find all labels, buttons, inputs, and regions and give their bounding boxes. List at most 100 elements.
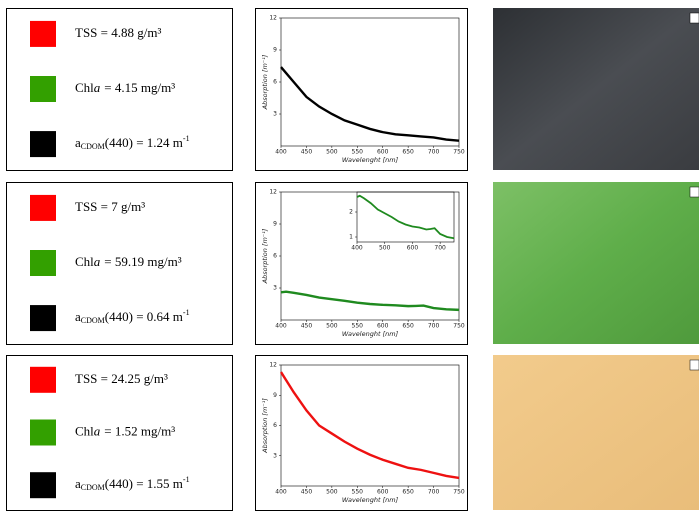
x-tick-label: 600: [377, 149, 389, 156]
cdom-name: a: [75, 309, 81, 324]
cdom-sub: CDOM: [81, 142, 105, 151]
chl-italic: a: [94, 254, 101, 269]
cdom-sub: CDOM: [81, 316, 105, 325]
y-tick-label: 12: [269, 189, 277, 196]
chl-label: Chla = 4.15 mg/m³: [75, 80, 175, 95]
x-tick-label: 500: [326, 489, 338, 496]
legend-swatch: [30, 20, 56, 47]
cdom-name: a: [75, 476, 81, 491]
cdom-sup: -1: [183, 134, 190, 143]
chl-label: Chla = 59.19 mg/m³: [75, 254, 182, 269]
chl-italic: a: [94, 423, 101, 438]
x-tick-label: 400: [275, 489, 287, 496]
x-axis-label: Wavelenght [nm]: [342, 330, 399, 338]
spectrum-line: [280, 290, 460, 312]
x-tick-label: 400: [275, 323, 287, 330]
photo-tag: [689, 12, 699, 24]
x-tick-label: 700: [428, 323, 440, 330]
x-tick-label: 500: [379, 245, 391, 252]
legend-swatch: [30, 76, 56, 102]
photo-tag: [689, 359, 699, 371]
cdom-label: aCDOM(440) = 1.24 m-1: [75, 134, 190, 151]
legend-swatch: [30, 194, 56, 221]
spectrum-line: [279, 371, 460, 480]
spectrum-line: [280, 66, 460, 142]
y-tick-label: 6: [273, 79, 277, 86]
cdom-value: (440) = 1.24 m: [105, 135, 183, 150]
y-tick-label: 6: [273, 422, 277, 429]
legend-swatch: [30, 131, 56, 158]
y-tick-label: 1: [349, 234, 353, 241]
cdom-value: (440) = 0.64 m: [105, 309, 183, 324]
photo-tag: [689, 186, 699, 198]
x-tick-label: 650: [402, 323, 414, 330]
water-photo: [493, 355, 699, 510]
water-photo: [493, 8, 699, 170]
y-tick-label: 9: [273, 47, 277, 54]
x-tick-label: 700: [428, 489, 440, 496]
cdom-label: aCDOM(440) = 0.64 m-1: [75, 308, 190, 325]
y-tick-label: 12: [269, 362, 277, 369]
plot-frame: [356, 191, 455, 243]
x-axis-label: Wavelenght [nm]: [342, 496, 399, 504]
water-photo: [493, 182, 699, 344]
x-tick-label: 550: [352, 323, 364, 330]
x-tick-label: 750: [453, 149, 465, 156]
y-tick-label: 9: [273, 221, 277, 228]
y-tick-label: 2: [349, 209, 353, 216]
cdom-label: aCDOM(440) = 1.55 m-1: [75, 475, 190, 492]
tss-label: TSS = 4.88 g/m³: [75, 25, 161, 40]
x-axis-label: Wavelenght [nm]: [342, 156, 399, 164]
cdom-value: (440) = 1.55 m: [105, 476, 183, 491]
y-tick-label: 6: [273, 253, 277, 260]
x-tick-label: 450: [301, 489, 313, 496]
chart-panel: [255, 355, 468, 511]
y-axis-label: Absorption [m⁻¹]: [261, 54, 269, 110]
legend-swatch: [30, 366, 56, 393]
x-tick-label: 650: [402, 489, 414, 496]
cdom-sup: -1: [183, 475, 190, 484]
cdom-name: a: [75, 135, 81, 150]
cdom-sup: -1: [183, 308, 190, 317]
x-tick-label: 600: [377, 323, 389, 330]
chart-panel: [255, 8, 468, 171]
x-tick-label: 450: [301, 323, 313, 330]
x-tick-label: 700: [434, 245, 446, 252]
chl-label: Chla = 1.52 mg/m³: [75, 423, 175, 438]
x-tick-label: 400: [275, 149, 287, 156]
y-tick-label: 9: [273, 392, 277, 399]
x-tick-label: 450: [301, 149, 313, 156]
y-axis-label: Absorption [m⁻¹]: [261, 398, 269, 454]
chl-name: Chl: [75, 423, 94, 438]
chl-value: = 1.52 mg/m³: [104, 423, 175, 438]
legend-swatch: [30, 305, 56, 332]
y-tick-label: 3: [273, 285, 277, 292]
legend-swatch: [30, 250, 56, 276]
chl-name: Chl: [75, 254, 94, 269]
y-axis-label: Absorption [m⁻¹]: [261, 228, 269, 284]
y-tick-label: 12: [269, 15, 277, 22]
x-tick-label: 550: [352, 149, 364, 156]
spectrum-line: [356, 194, 455, 240]
chl-name: Chl: [75, 80, 94, 95]
chl-value: = 4.15 mg/m³: [104, 80, 175, 95]
x-tick-label: 600: [407, 245, 419, 252]
chart-panel: [255, 182, 468, 345]
tss-label: TSS = 7 g/m³: [75, 199, 145, 214]
x-tick-label: 700: [428, 149, 440, 156]
tss-label: TSS = 24.25 g/m³: [75, 371, 168, 386]
x-tick-label: 650: [402, 149, 414, 156]
cdom-sub: CDOM: [81, 483, 105, 492]
x-tick-label: 400: [351, 245, 363, 252]
chl-value: = 59.19 mg/m³: [104, 254, 181, 269]
legend-swatch: [30, 472, 56, 499]
x-tick-label: 500: [326, 149, 338, 156]
x-tick-label: 600: [377, 489, 389, 496]
x-tick-label: 750: [453, 489, 465, 496]
y-tick-label: 3: [273, 452, 277, 459]
legend-swatch: [30, 419, 56, 446]
x-tick-label: 750: [453, 323, 465, 330]
chl-italic: a: [94, 80, 101, 95]
y-tick-label: 3: [273, 111, 277, 118]
